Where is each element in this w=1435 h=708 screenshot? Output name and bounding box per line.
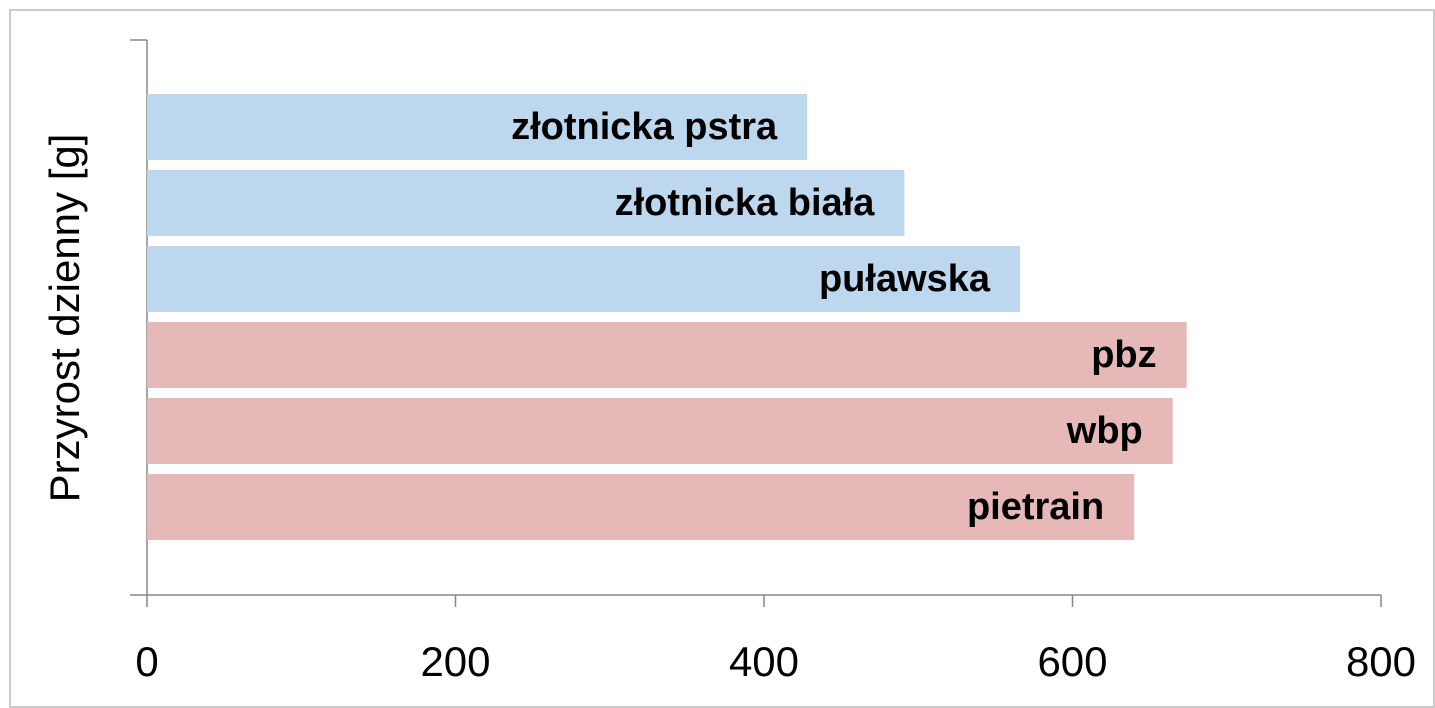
bar-label: złotnicka biała xyxy=(615,182,876,224)
bar xyxy=(147,94,808,160)
x-tick-label: 200 xyxy=(420,638,490,685)
bar xyxy=(147,322,1187,388)
y-axis-label: Przyrost dzienny [g] xyxy=(41,134,88,503)
bar xyxy=(147,246,1021,312)
bar-label: pietrain xyxy=(967,486,1104,528)
bar-label: pbz xyxy=(1091,334,1156,376)
bar-label: wbp xyxy=(1066,410,1143,452)
x-tick-label: 600 xyxy=(1037,638,1107,685)
bar-label: złotnicka pstra xyxy=(511,106,778,148)
bar xyxy=(147,398,1173,464)
x-tick-label: 0 xyxy=(135,638,158,685)
bar xyxy=(147,170,905,236)
chart-frame xyxy=(9,9,1435,708)
bar xyxy=(147,474,1135,540)
x-tick-label: 800 xyxy=(1346,638,1416,685)
x-tick-label: 400 xyxy=(729,638,799,685)
bar-label: puławska xyxy=(819,258,991,300)
